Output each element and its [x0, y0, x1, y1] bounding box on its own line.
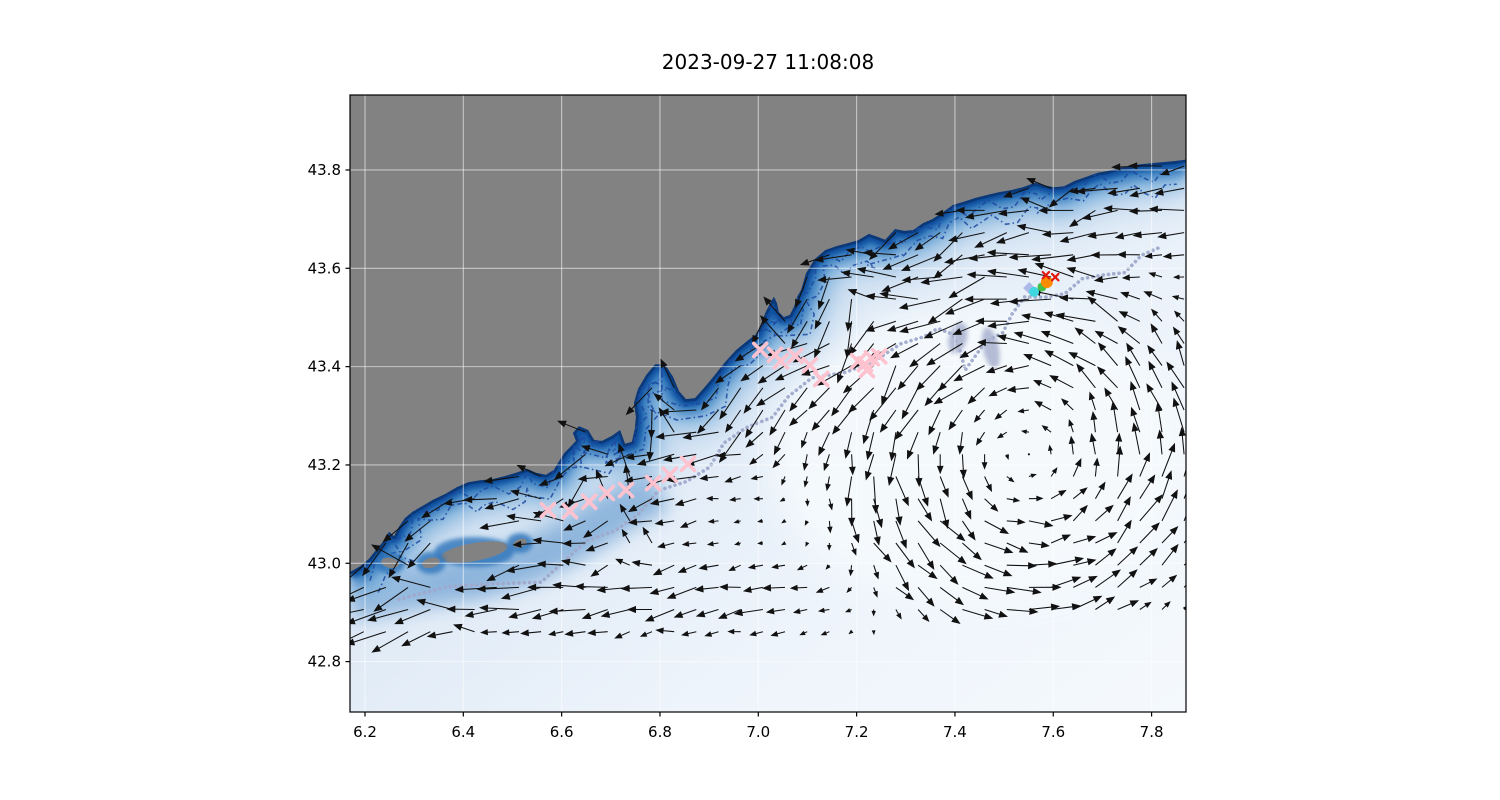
navy-contour-line: [369, 168, 1176, 581]
pink-x-marker: [598, 484, 616, 502]
pink-x-marker: [539, 501, 557, 519]
x-tick-label: 6.4: [451, 723, 475, 741]
y-tick-label: 43.2: [308, 456, 341, 474]
pink-x-marker: [561, 502, 579, 520]
lavender-dotted-line: [397, 244, 1164, 602]
pink-x-marker: [751, 341, 769, 359]
shelf-band: [350, 467, 670, 619]
island: [440, 541, 508, 563]
x-tick-label: 6.2: [353, 723, 377, 741]
y-tick-label: 43.4: [308, 358, 341, 376]
pink-x-marker: [617, 481, 635, 499]
quiver-dots: [1027, 453, 1030, 456]
pink-x-marker: [661, 466, 679, 484]
pink-x-marker: [679, 455, 697, 473]
current-quiver: [350, 162, 1186, 653]
plot-title: 2023-09-27 11:08:08: [661, 50, 875, 74]
quiver-shafts: [350, 165, 1186, 651]
red-x-marker: [1050, 272, 1060, 282]
x-tick-label: 7.4: [943, 723, 967, 741]
navy-depth-contours: [369, 168, 1177, 593]
x-tick-label: 6.6: [550, 723, 574, 741]
cyan-dot-marker: [1029, 286, 1040, 297]
x-tick-label: 7.2: [845, 723, 869, 741]
drifter-markers: [539, 270, 1060, 520]
pink-x-marker: [580, 493, 598, 511]
navy-contour-line: [377, 182, 1177, 593]
y-tick-label: 43.0: [308, 554, 341, 572]
red-x-marker: [1041, 270, 1051, 280]
pink-x-marker: [644, 474, 662, 492]
axes-frame: 6.2 6.4 6.6 6.8 7.0 7.2 7.4 7.6 7.8 42.8 43.0 43.2 4…: [308, 94, 1187, 741]
pink-x-marker: [812, 370, 830, 388]
pink-x-marker: [801, 356, 819, 374]
x-tick-label: 7.8: [1140, 723, 1164, 741]
pink-x-marker: [786, 347, 804, 365]
y-tick-label: 43.8: [308, 161, 341, 179]
pink-x-marker: [870, 348, 888, 365]
pink-x-marker: [858, 361, 876, 379]
land: [350, 95, 1186, 574]
pale-offshore-patch: [769, 305, 1186, 606]
lavender-patch: [981, 327, 1000, 369]
x-tick-label: 7.0: [746, 723, 770, 741]
y-tick-label: 43.6: [308, 259, 341, 277]
x-tick-label: 7.6: [1041, 723, 1065, 741]
y-tick-label: 42.8: [308, 653, 341, 671]
grid-lines: [350, 95, 1186, 712]
mainland: [350, 95, 1186, 572]
x-tick-label: 6.8: [648, 723, 672, 741]
pink-x-marker: [772, 352, 790, 370]
